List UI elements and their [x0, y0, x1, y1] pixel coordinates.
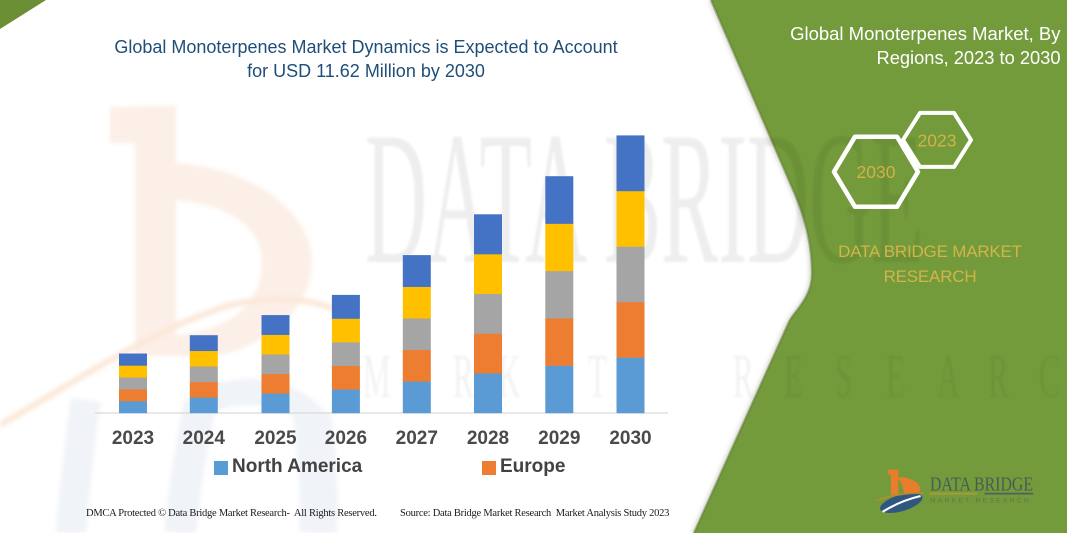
- svg-text:MARKET RESEARCH: MARKET RESEARCH: [930, 498, 1031, 505]
- svg-text:A: A: [937, 341, 960, 411]
- svg-text:2023: 2023: [918, 131, 957, 151]
- svg-text:E: E: [784, 341, 803, 411]
- svg-text:R: R: [453, 341, 474, 411]
- svg-text:C: C: [1039, 341, 1060, 411]
- svg-text:M: M: [363, 341, 391, 411]
- svg-text:DATA BRIDGE: DATA BRIDGE: [930, 473, 1033, 495]
- svg-text:T: T: [588, 341, 607, 411]
- svg-text:K: K: [498, 341, 520, 411]
- svg-text:S: S: [835, 341, 852, 411]
- svg-text:R: R: [733, 341, 754, 411]
- svg-text:R: R: [988, 341, 1009, 411]
- svg-text:2030: 2030: [857, 162, 896, 182]
- svg-text:E: E: [886, 341, 905, 411]
